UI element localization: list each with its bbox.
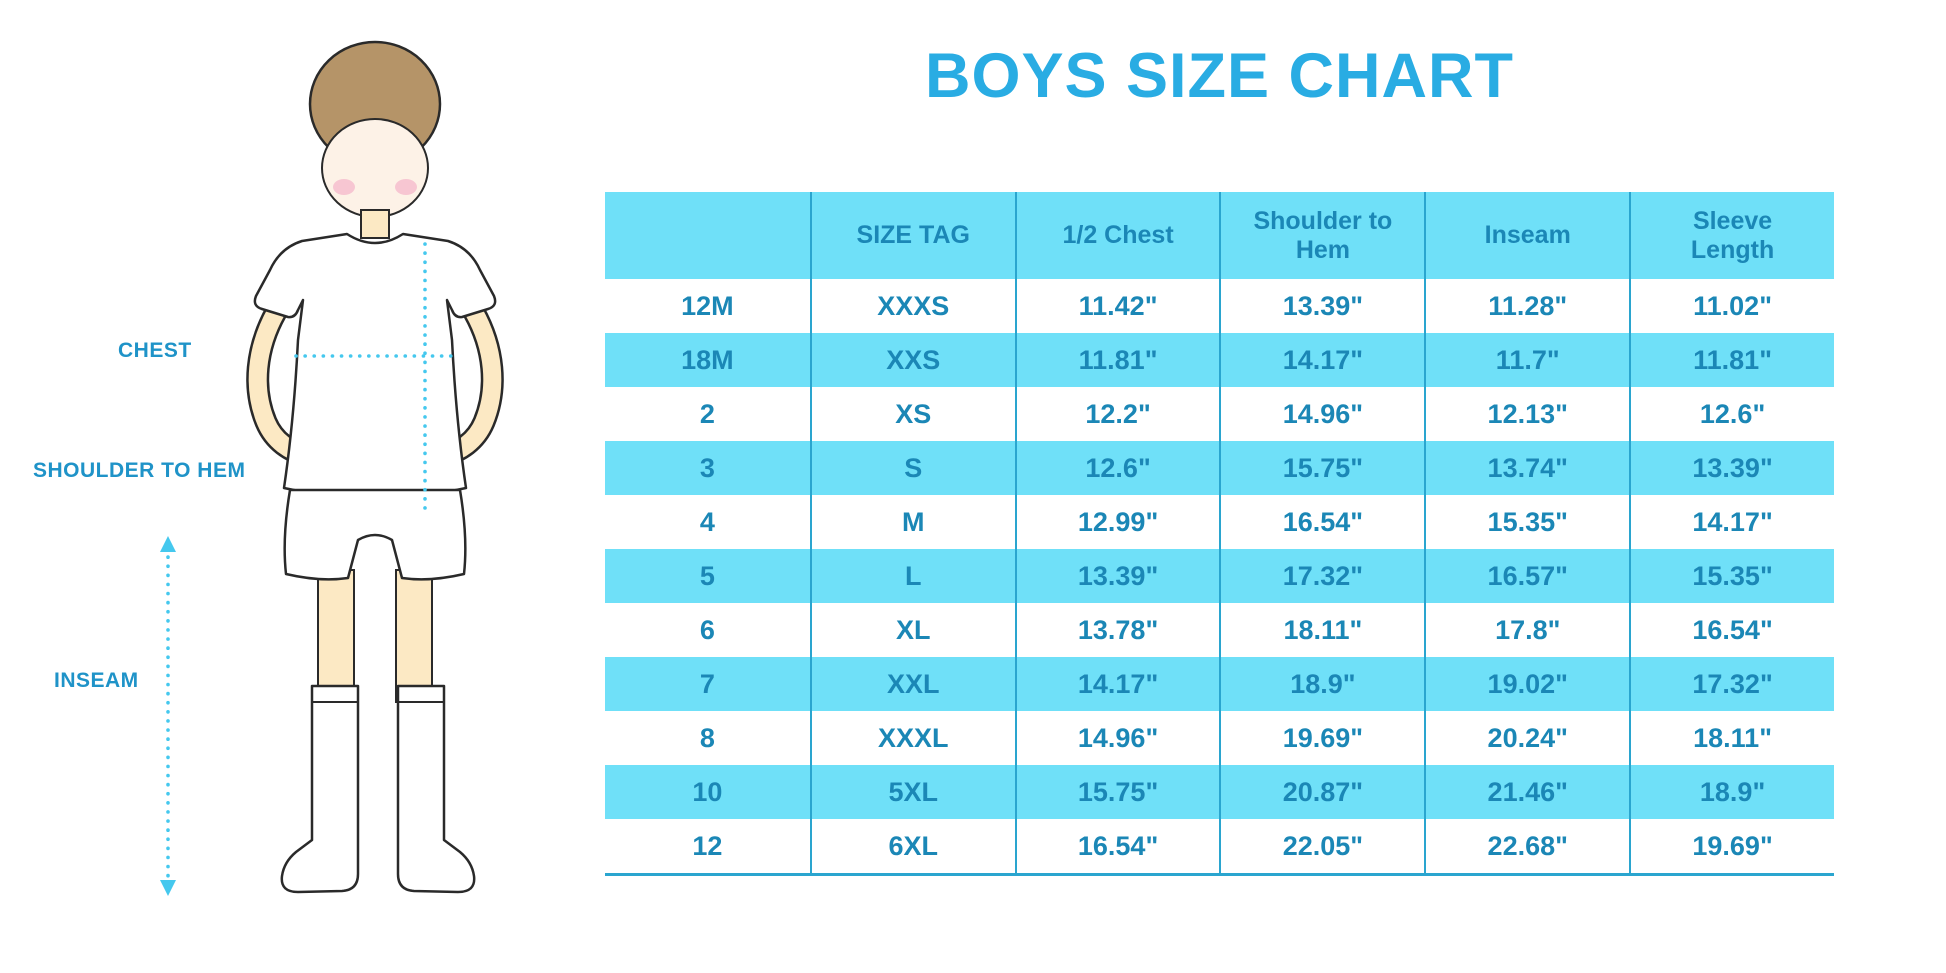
size-cell: 12M	[605, 279, 810, 333]
value-cell: 12.6"	[1014, 441, 1220, 495]
size-table: SIZE TAG 1/2 Chest Shoulder to Hem Inseam Sl…	[605, 192, 1834, 876]
value-cell: XL	[809, 603, 1015, 657]
shorts	[283, 488, 467, 581]
face	[321, 118, 429, 218]
header-cell-empty	[605, 192, 810, 279]
header-cell: 1/2 Chest	[1014, 192, 1220, 279]
value-cell: 14.96"	[1219, 387, 1425, 441]
value-cell: 17.8"	[1424, 603, 1630, 657]
header-cell: SIZE TAG	[809, 192, 1015, 279]
value-cell: XXS	[809, 333, 1015, 387]
size-cell: 3	[605, 441, 810, 495]
value-cell: 13.74"	[1424, 441, 1630, 495]
inseam-measure-line	[160, 536, 176, 896]
value-cell: 18.9"	[1629, 765, 1834, 819]
neck	[360, 209, 390, 239]
value-cell: 17.32"	[1219, 549, 1425, 603]
value-cell: 15.75"	[1219, 441, 1425, 495]
value-cell: 20.24"	[1424, 711, 1630, 765]
value-cell: 15.35"	[1424, 495, 1630, 549]
value-cell: 16.54"	[1219, 495, 1425, 549]
inseam-label: INSEAM	[54, 669, 139, 692]
page-title: BOYS SIZE CHART	[924, 41, 1515, 111]
value-cell: 21.46"	[1424, 765, 1630, 819]
size-cell: 10	[605, 765, 810, 819]
value-cell: 12.99"	[1014, 495, 1220, 549]
value-cell: 15.75"	[1014, 765, 1220, 819]
value-cell: 14.17"	[1219, 333, 1425, 387]
boy-illustration	[160, 40, 504, 896]
right-sock	[396, 684, 476, 894]
header-cell: Sleeve Length	[1629, 192, 1834, 279]
value-cell: M	[809, 495, 1015, 549]
header-cell: Inseam	[1424, 192, 1630, 279]
value-cell: 13.78"	[1014, 603, 1220, 657]
size-cell: 6	[605, 603, 810, 657]
chest-label: CHEST	[118, 339, 192, 362]
value-cell: 17.32"	[1629, 657, 1834, 711]
size-cell: 2	[605, 387, 810, 441]
blush-left	[333, 179, 355, 195]
value-cell: 16.54"	[1629, 603, 1834, 657]
value-cell: XS	[809, 387, 1015, 441]
shoulder-to-hem-label: SHOULDER TO HEM	[33, 459, 246, 482]
value-cell: XXXL	[809, 711, 1015, 765]
size-cell: 8	[605, 711, 810, 765]
value-cell: XXXS	[809, 279, 1015, 333]
header-cell: Shoulder to Hem	[1219, 192, 1425, 279]
value-cell: 5XL	[809, 765, 1015, 819]
value-cell: 14.17"	[1014, 657, 1220, 711]
t-shirt	[253, 232, 497, 500]
value-cell: 20.87"	[1219, 765, 1425, 819]
value-cell: 11.81"	[1629, 333, 1834, 387]
left-sock	[280, 684, 360, 894]
value-cell: 14.17"	[1629, 495, 1834, 549]
value-cell: 19.69"	[1629, 819, 1834, 873]
size-cell: 4	[605, 495, 810, 549]
value-cell: 16.57"	[1424, 549, 1630, 603]
value-cell: 22.05"	[1219, 819, 1425, 873]
size-cell: 12	[605, 819, 810, 873]
value-cell: 11.42"	[1014, 279, 1220, 333]
value-cell: 18.9"	[1219, 657, 1425, 711]
value-cell: 19.02"	[1424, 657, 1630, 711]
value-cell: 6XL	[809, 819, 1015, 873]
value-cell: 14.96"	[1014, 711, 1220, 765]
size-cell: 18M	[605, 333, 810, 387]
value-cell: L	[809, 549, 1015, 603]
right-leg	[395, 569, 433, 703]
value-cell: 13.39"	[1014, 549, 1220, 603]
value-cell: S	[809, 441, 1015, 495]
value-cell: 18.11"	[1629, 711, 1834, 765]
value-cell: 13.39"	[1629, 441, 1834, 495]
value-cell: 22.68"	[1424, 819, 1630, 873]
value-cell: 11.28"	[1424, 279, 1630, 333]
value-cell: 19.69"	[1219, 711, 1425, 765]
value-cell: 16.54"	[1014, 819, 1220, 873]
value-cell: 12.13"	[1424, 387, 1630, 441]
value-cell: 12.6"	[1629, 387, 1834, 441]
value-cell: 11.02"	[1629, 279, 1834, 333]
value-cell: 15.35"	[1629, 549, 1834, 603]
size-cell: 5	[605, 549, 810, 603]
value-cell: 11.7"	[1424, 333, 1630, 387]
size-cell: 7	[605, 657, 810, 711]
value-cell: 12.2"	[1014, 387, 1220, 441]
value-cell: 13.39"	[1219, 279, 1425, 333]
value-cell: XXL	[809, 657, 1015, 711]
value-cell: 18.11"	[1219, 603, 1425, 657]
left-leg	[317, 569, 355, 703]
value-cell: 11.81"	[1014, 333, 1220, 387]
blush-right	[395, 179, 417, 195]
